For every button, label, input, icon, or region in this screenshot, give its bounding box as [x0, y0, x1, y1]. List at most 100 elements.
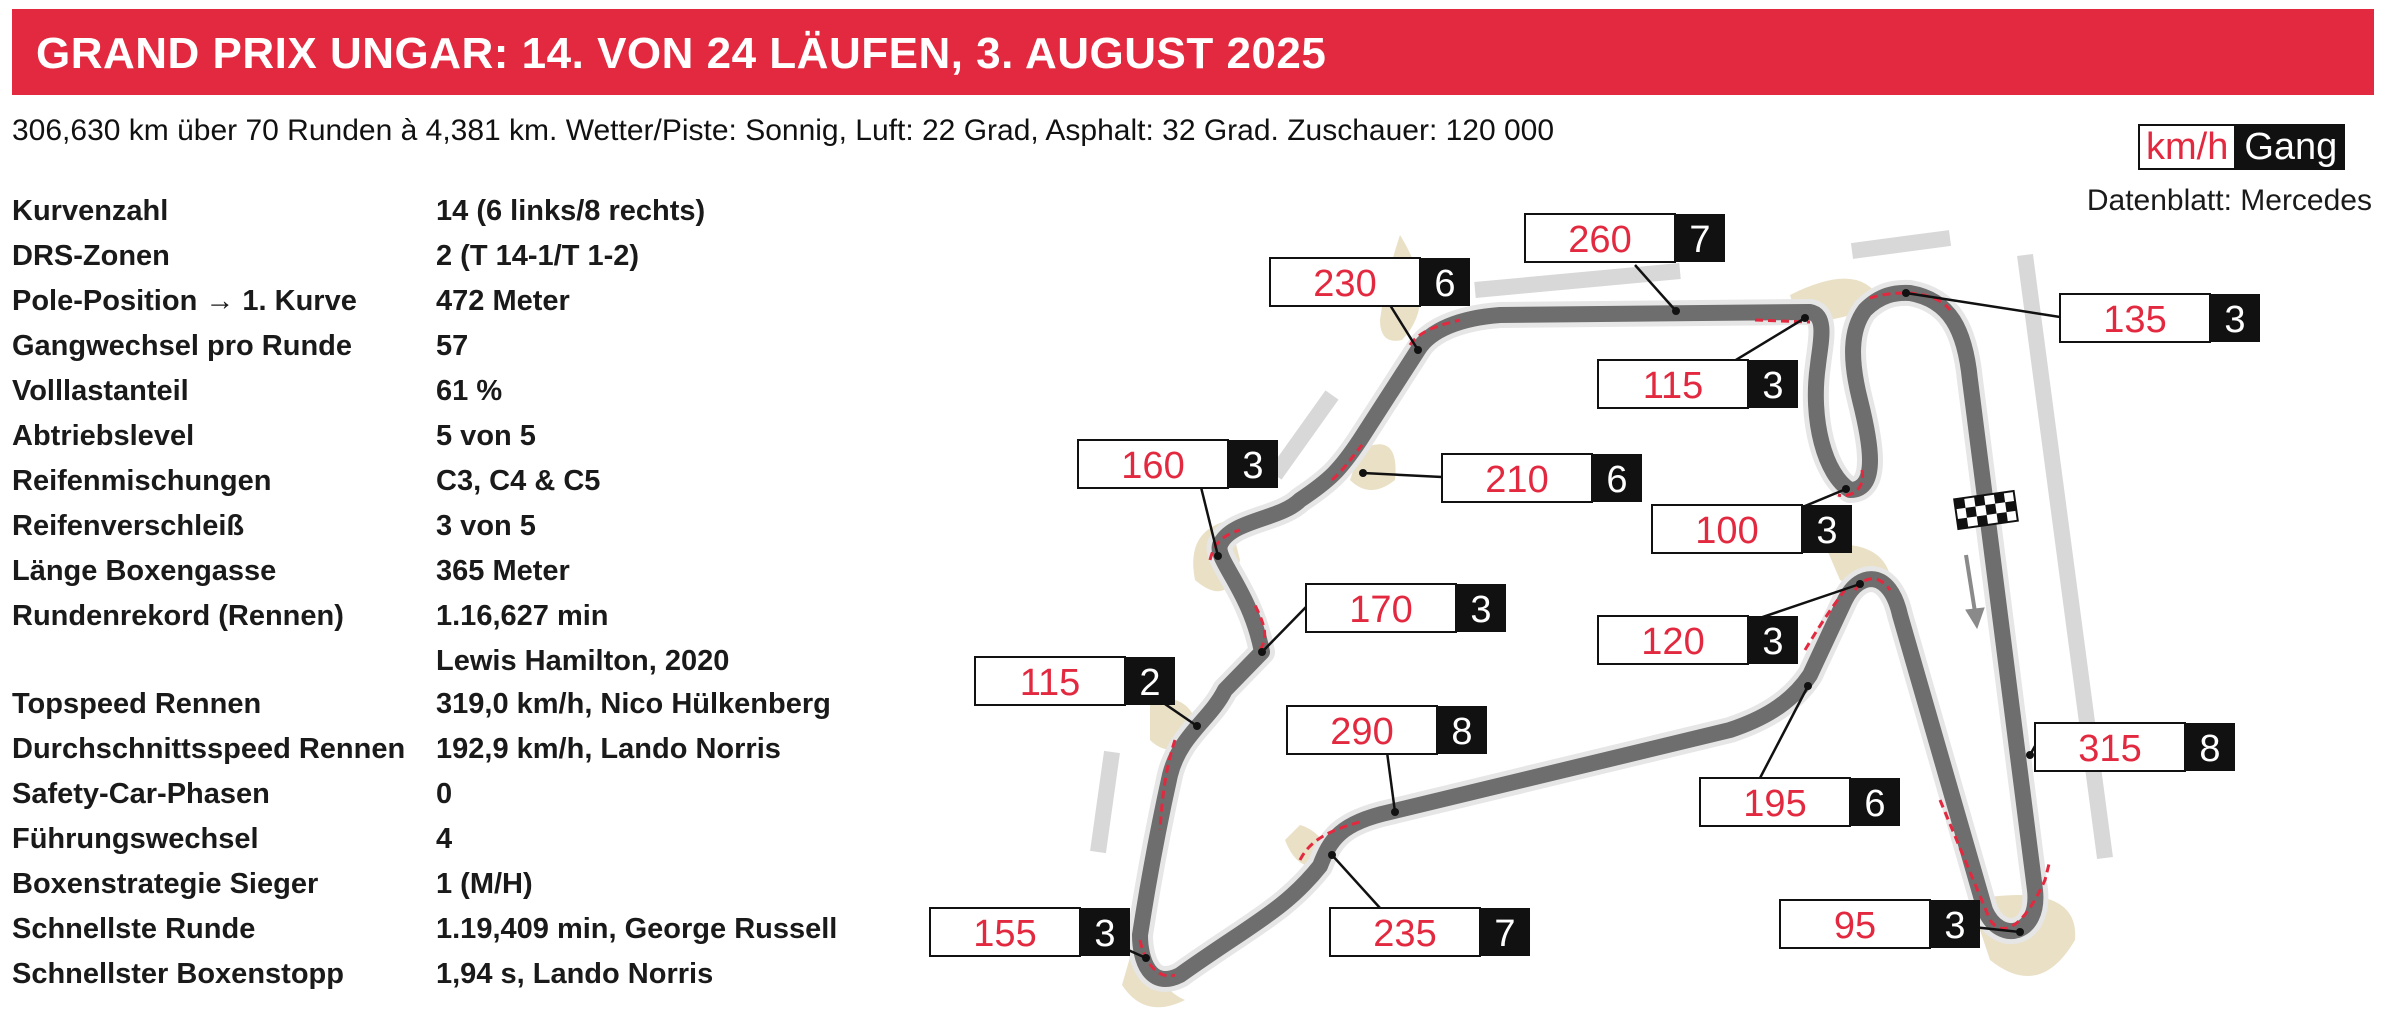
- callout: 210 6: [1359, 453, 1642, 503]
- callout-gear-box: [2210, 294, 2260, 342]
- fact-value: C3, C4 & C5: [436, 465, 601, 497]
- callout-gear: 2: [1139, 662, 1160, 704]
- callout-gear: 7: [1494, 913, 1515, 955]
- callout-gear: 3: [1944, 905, 1965, 947]
- callout-anchor: [1804, 682, 1812, 690]
- fact-label: Safety-Car-Phasen: [12, 778, 270, 810]
- callout: 120 3: [1597, 580, 1864, 665]
- callout-leader: [1362, 471, 1443, 479]
- fact-value: 1 (M/H): [436, 868, 533, 900]
- kerb: [1330, 444, 1364, 482]
- callout-gear: 3: [1242, 445, 1263, 487]
- fact-label: Führungswechsel: [12, 823, 259, 855]
- callout-anchor: [1328, 851, 1336, 859]
- callout-speed: 195: [1743, 783, 1806, 825]
- barrier: [1268, 390, 1339, 480]
- barrier: [1474, 263, 1681, 298]
- legend: km/h Gang: [2138, 124, 2346, 170]
- callout-speed-box: [1699, 777, 1851, 827]
- fact-value: 61 %: [436, 375, 503, 407]
- fact-value: 0: [436, 778, 453, 810]
- page-title: GRAND PRIX UNGAR: 14. VON 24 LÄUFEN, 3. …: [36, 29, 1327, 78]
- callout-speed-box: [1077, 439, 1229, 489]
- callout-speed: 230: [1313, 263, 1376, 305]
- callout-gear: 7: [1689, 219, 1710, 261]
- callout-anchor: [1842, 485, 1850, 493]
- barriers: [1090, 230, 2113, 860]
- kerb: [1253, 604, 1267, 651]
- callout: 115 2: [974, 656, 1201, 730]
- callout-speed: 210: [1485, 459, 1548, 501]
- callout: 170 3: [1258, 583, 1506, 656]
- callout-anchor: [1214, 552, 1222, 560]
- kerb: [1138, 939, 1176, 978]
- callout-speed: 160: [1121, 445, 1184, 487]
- callout-gear-box: [1748, 616, 1798, 664]
- callout-gear-box: [1675, 214, 1725, 262]
- fact-label: Abtriebslevel: [12, 420, 195, 452]
- callout-anchor: [1801, 314, 1809, 322]
- direction-arrow-icon: [1964, 554, 1985, 630]
- barrier: [1090, 750, 1120, 854]
- callout-gear-box: [1480, 908, 1530, 956]
- callout-anchor: [1672, 307, 1680, 315]
- callout-gear-box: [1228, 440, 1278, 488]
- fact-value: 1.16,627 min: [436, 600, 609, 632]
- callout-speed-box: [2034, 722, 2186, 772]
- callout-anchor: [1391, 808, 1399, 816]
- kerb: [1298, 820, 1361, 861]
- fact-label: Topspeed Rennen: [12, 688, 262, 720]
- fact-label: Reifenmischungen: [12, 465, 272, 497]
- track-surface: [1132, 284, 2044, 987]
- source-note: Datenblatt: Mercedes: [2086, 184, 2372, 217]
- callout-speed-box: [1286, 705, 1438, 755]
- callout-speed: 135: [2103, 299, 2166, 341]
- fact-label: Schnellste Runde: [12, 913, 256, 945]
- callout-anchor: [1359, 469, 1367, 477]
- kerb: [1837, 469, 1865, 498]
- callout: 195 6: [1699, 682, 1900, 827]
- callout-anchor: [1856, 580, 1864, 588]
- kerb: [1158, 739, 1177, 831]
- fact-value-secondary: Lewis Hamilton, 2020: [436, 645, 730, 677]
- callout-gear: 3: [1094, 913, 1115, 955]
- callout: 95 3: [1779, 899, 2024, 949]
- fact-value: 1,94 s, Lando Norris: [436, 958, 714, 990]
- callout: 235 7: [1328, 851, 1530, 957]
- title-bar: GRAND PRIX UNGAR: 14. VON 24 LÄUFEN, 3. …: [12, 9, 2374, 95]
- fact-label: DRS-Zonen: [12, 240, 170, 272]
- callout-gear-box: [1080, 908, 1130, 956]
- legend-speed-unit: km/h: [2138, 124, 2237, 170]
- kerb: [1803, 589, 1847, 651]
- callout-anchor: [2026, 751, 2034, 759]
- fact-value: 14 (6 links/8 rechts): [436, 195, 706, 227]
- callout-leader: [1261, 606, 1307, 653]
- callout-speed-box: [1269, 257, 1421, 307]
- callout-gear-box: [1592, 454, 1642, 502]
- fact-value: 4: [436, 823, 453, 855]
- callout-speed: 235: [1373, 913, 1436, 955]
- callout-leader: [1385, 751, 1397, 813]
- fact-label: Reifenverschleiß: [12, 510, 245, 542]
- callout-gear-box: [1420, 258, 1470, 306]
- kerb: [1208, 528, 1241, 561]
- callout: 155 3: [929, 907, 1150, 962]
- callout-speed-box: [1441, 453, 1593, 503]
- callout-gear-box: [1437, 706, 1487, 754]
- fact-label: Gangwechsel pro Runde: [12, 330, 352, 362]
- callout-anchor: [1902, 289, 1910, 297]
- callout-speed: 290: [1330, 711, 1393, 753]
- callout-anchor: [1193, 722, 1201, 730]
- callout-gear-box: [1930, 900, 1980, 948]
- callout-speed-box: [974, 656, 1126, 706]
- fact-value: 319,0 km/h, Nico Hülkenberg: [436, 688, 831, 720]
- fact-label: Kurvenzahl: [12, 195, 169, 227]
- callout-leader: [1905, 291, 2061, 319]
- fact-label: Boxenstrategie Sieger: [12, 868, 319, 900]
- start-finish-flag: [1953, 489, 2019, 531]
- callout-speed-box: [1597, 615, 1749, 665]
- callout-gear-box: [2185, 723, 2235, 771]
- callout: 115 3: [1597, 314, 1809, 409]
- fact-label: Volllastanteil: [12, 375, 189, 407]
